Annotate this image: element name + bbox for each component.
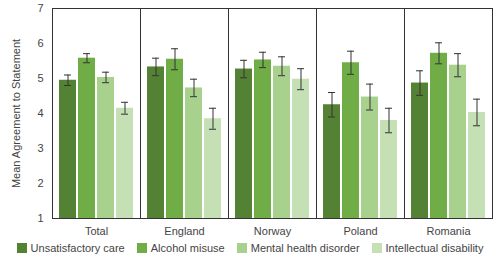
- svg-text:Poland: Poland: [343, 225, 377, 237]
- svg-text:Romania: Romania: [426, 225, 471, 237]
- html-text:Unsatisfactory care: Unsatisfactory care: [30, 242, 125, 254]
- html-text:Intellectual disability: Intellectual disability: [385, 242, 484, 254]
- svg-text:4: 4: [37, 107, 43, 119]
- svg-text:7: 7: [37, 2, 43, 14]
- svg-text:1: 1: [37, 212, 43, 224]
- svg-text:5: 5: [37, 72, 43, 84]
- svg-text:3: 3: [37, 142, 43, 154]
- svg-text:England: England: [164, 225, 204, 237]
- html-text:Mental health disorder: Mental health disorder: [250, 242, 360, 254]
- html-text:Alcohol misuse: Alcohol misuse: [150, 242, 225, 254]
- svg-text:6: 6: [37, 37, 43, 49]
- svg-text:Mean Agreement to Statement: Mean Agreement to Statement: [10, 39, 22, 188]
- svg-text:Norway: Norway: [254, 225, 292, 237]
- svg-text:2: 2: [37, 177, 43, 189]
- svg-text:Total: Total: [85, 225, 108, 237]
